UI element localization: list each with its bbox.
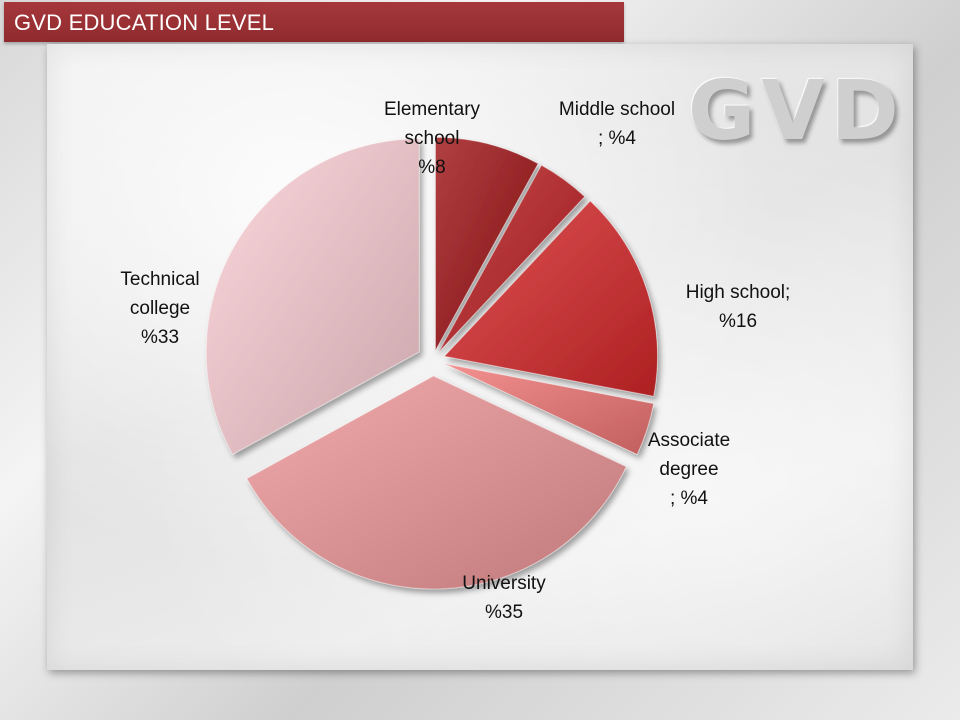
pie-slice-elementary-school <box>434 136 539 351</box>
pie-slices <box>205 136 658 590</box>
pie-labels: Elementary school %8 Middle school ; %4 High … <box>120 99 790 623</box>
slice-label-line: %35 <box>485 602 523 623</box>
slice-label-line: degree <box>659 459 718 480</box>
slice-label-line: college <box>130 298 190 319</box>
title-bar: GVD EDUCATION LEVEL <box>4 2 624 42</box>
pie-slice-associate-degree <box>444 363 655 456</box>
slice-label-line: ; %4 <box>670 488 708 509</box>
slice-label-line: %16 <box>719 311 757 332</box>
pie-slice-high-school <box>443 200 658 397</box>
slice-label-line: Associate <box>648 430 730 451</box>
pie-slice-middle-school <box>438 164 586 353</box>
gvd-logo: GVD <box>688 64 905 159</box>
pie-slice-university <box>246 375 627 590</box>
slice-label-line: Elementary <box>384 99 481 120</box>
slice-label-line: Middle school <box>559 99 675 120</box>
slice-label-university: University %35 <box>462 573 546 623</box>
slice-label-line: %8 <box>418 157 445 178</box>
pie-slice-technical-college <box>205 138 420 456</box>
page-title: GVD EDUCATION LEVEL <box>14 10 275 35</box>
slice-label-line: High school; <box>686 282 791 303</box>
slice-label-middle-school: Middle school ; %4 <box>559 99 675 149</box>
slice-label-line: University <box>462 573 546 594</box>
slice-label-associate-degree: Associate degree ; %4 <box>648 430 730 509</box>
slice-label-line: %33 <box>141 327 179 348</box>
slice-label-high-school: High school; %16 <box>686 282 791 332</box>
slice-label-technical-college: Technical college %33 <box>120 269 199 348</box>
slice-label-line: Technical <box>120 269 199 290</box>
slice-label-line: school <box>405 128 460 149</box>
slice-label-elementary-school: Elementary school %8 <box>384 99 481 178</box>
slice-label-line: ; %4 <box>598 128 636 149</box>
